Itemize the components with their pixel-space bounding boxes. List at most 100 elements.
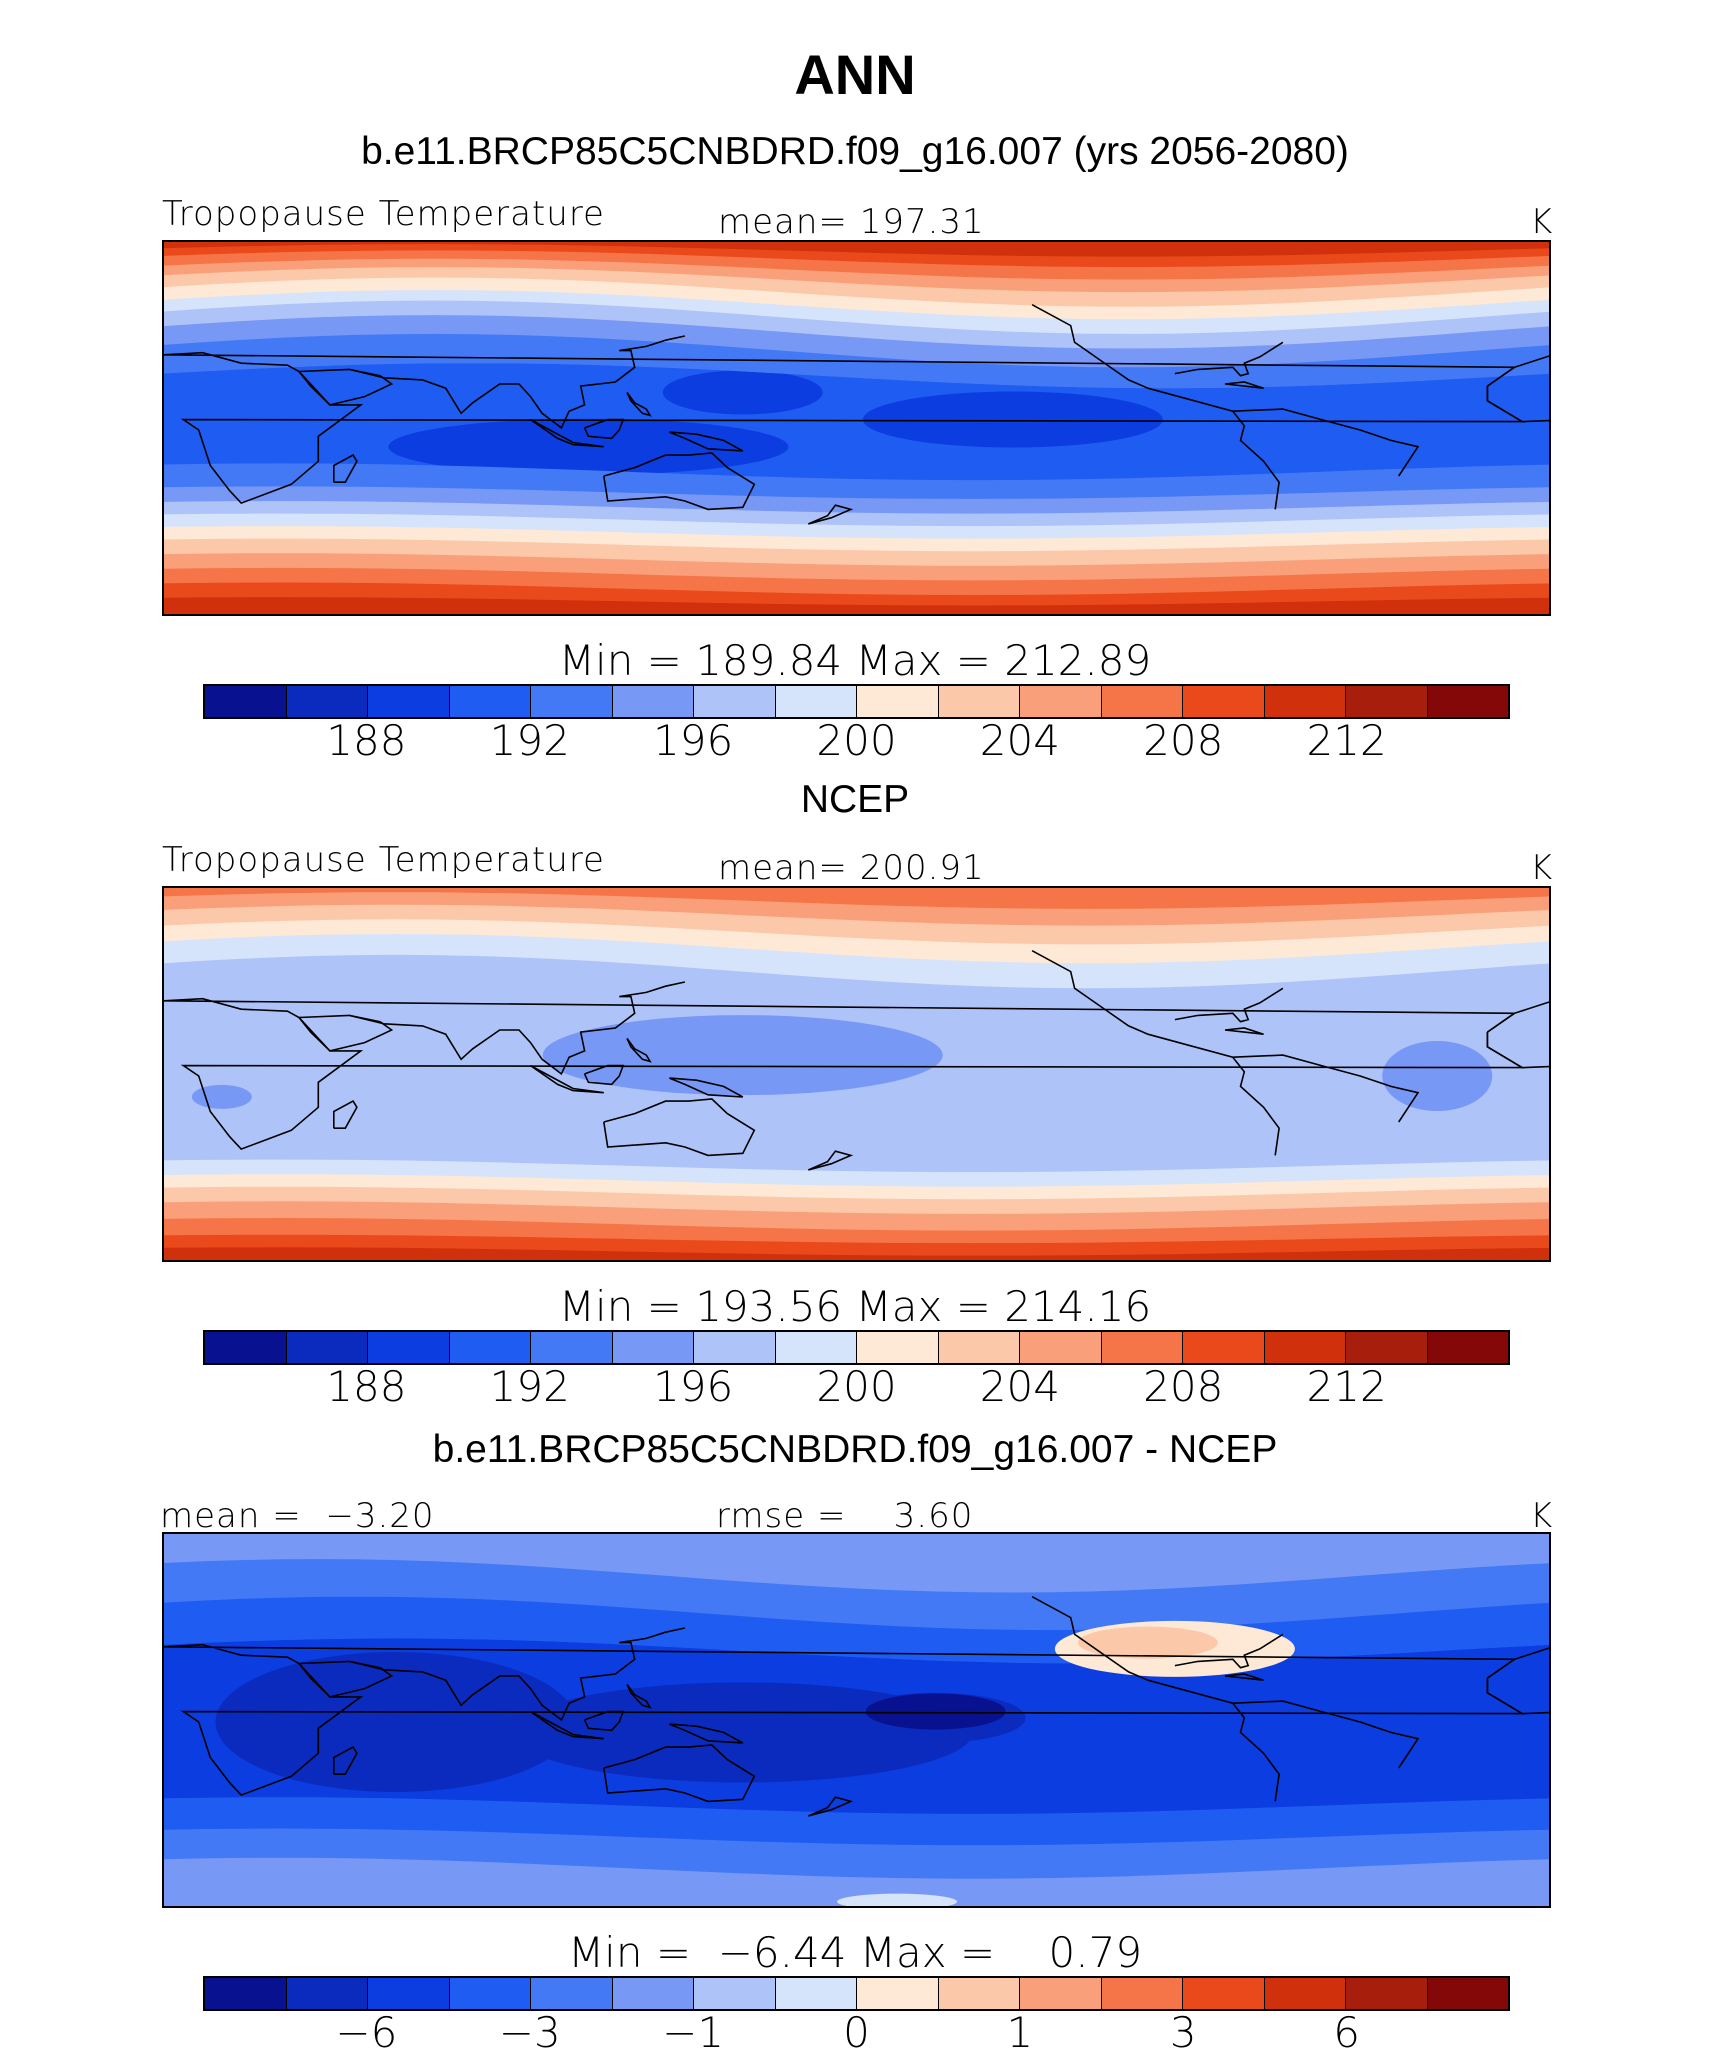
- coastline: [626, 1683, 652, 1709]
- colorbar-tick-label: 200: [816, 716, 897, 765]
- colorbar-box: [938, 1978, 1020, 2009]
- colorbar-tick-label: 1: [1006, 2008, 1034, 2057]
- panel-1-minmax: Min = 189.84 Max = 212.89: [558, 636, 1152, 685]
- coastline: [626, 1037, 652, 1063]
- colorbar-box: [938, 1332, 1020, 1363]
- coastline: [1174, 1633, 1284, 1669]
- coastline: [583, 1064, 625, 1086]
- map-field: [164, 1534, 1549, 1906]
- contour-blob: [215, 1652, 576, 1792]
- colorbar-box: [368, 686, 450, 717]
- coastline: [1224, 1673, 1264, 1681]
- panel-1-title: b.e11.BRCP85C5CNBDRD.f09_g16.007 (yrs 20…: [361, 130, 1349, 173]
- colorbar-box: [612, 1978, 694, 2009]
- coastline: [603, 452, 756, 511]
- colorbar-tick-label: 6: [1333, 2008, 1360, 2057]
- colorbar-tick-label: −3: [498, 2008, 561, 2057]
- coastline: [669, 1723, 744, 1744]
- colorbar-tick-label: 188: [326, 1362, 407, 1411]
- coastline: [669, 1077, 744, 1098]
- coastline: [333, 1746, 358, 1775]
- panel-3-units-label: K: [1530, 1496, 1554, 1536]
- coastline: [164, 351, 1525, 505]
- coastline: [349, 335, 686, 430]
- colorbar-tick-label: 188: [326, 716, 407, 765]
- coastline: [669, 431, 744, 452]
- panel-2-title: NCEP: [800, 778, 910, 821]
- coastline: [530, 418, 604, 448]
- colorbar-box: [775, 1978, 857, 2009]
- contour-blob: [191, 1084, 252, 1109]
- colorbar-box: [1101, 1978, 1183, 2009]
- coastline: [807, 1150, 854, 1171]
- contour-band: [164, 1857, 1549, 1906]
- colorbar-box: [531, 686, 613, 717]
- coastline: [1232, 1054, 1420, 1123]
- colorbar-box: [449, 686, 531, 717]
- coastline: [583, 1710, 625, 1732]
- panel-1-mean-label: mean= 197.31: [718, 202, 985, 242]
- colorbar-box: [205, 1332, 287, 1363]
- colorbar-box: [1264, 1978, 1346, 2009]
- coastline: [333, 1100, 358, 1129]
- panel-1-variable-label: Tropopause Temperature: [162, 194, 605, 234]
- colorbar-box: [286, 1332, 368, 1363]
- colorbar-box: [1183, 686, 1265, 717]
- panel-2-units-label: K: [1530, 848, 1554, 888]
- colorbar-tick-label: 196: [653, 1362, 734, 1411]
- coastline: [164, 1643, 1525, 1797]
- colorbar-box: [1101, 1332, 1183, 1363]
- coastline: [807, 504, 854, 525]
- panel-2-colorbar-ticks: 188 192 196 200 204 208 212: [0, 1362, 1710, 1412]
- contour-blob: [662, 370, 823, 415]
- colorbar-box: [857, 1978, 939, 2009]
- contour-blob: [542, 1015, 943, 1096]
- colorbar-box: [1346, 1332, 1428, 1363]
- contour-blob: [865, 1693, 1006, 1730]
- map-field: [164, 888, 1549, 1260]
- panel-3-title: b.e11.BRCP85C5CNBDRD.f09_g16.007 - NCEP: [432, 1428, 1278, 1471]
- colorbar-box: [1183, 1332, 1265, 1363]
- coastline: [626, 391, 652, 417]
- colorbar-tick-label: 204: [979, 1362, 1060, 1411]
- coastline: [349, 1627, 686, 1722]
- colorbar-box: [775, 686, 857, 717]
- colorbar-box: [205, 686, 287, 717]
- colorbar-box: [1264, 1332, 1346, 1363]
- colorbar-box: [449, 1978, 531, 2009]
- colorbar-box: [612, 686, 694, 717]
- panel-2-colorbar: [203, 1330, 1510, 1365]
- panel-2-map: [162, 886, 1551, 1262]
- coastline: [1224, 381, 1264, 389]
- colorbar-box: [938, 686, 1020, 717]
- colorbar-tick-label: 200: [816, 1362, 897, 1411]
- contour-band: [164, 888, 1549, 909]
- colorbar-tick-label: 208: [1143, 716, 1224, 765]
- colorbar-box: [612, 1332, 694, 1363]
- colorbar-box: [368, 1332, 450, 1363]
- contour-blob: [862, 391, 1163, 448]
- panel-2-variable-label: Tropopause Temperature: [162, 840, 605, 880]
- panel-3-map: [162, 1532, 1551, 1908]
- coastline: [164, 997, 1525, 1151]
- contour-band: [164, 1534, 1549, 1593]
- panel-1-map: [162, 240, 1551, 616]
- panel-1-units-label: K: [1530, 202, 1554, 242]
- colorbar-tick-label: −1: [662, 2008, 725, 2057]
- coastline: [603, 1744, 756, 1803]
- panel-2-mean-label: mean= 200.91: [718, 848, 985, 888]
- colorbar-box: [286, 1978, 368, 2009]
- colorbar-box: [286, 686, 368, 717]
- colorbar-tick-label: 212: [1306, 1362, 1387, 1411]
- contour-blob: [837, 1893, 958, 1906]
- colorbar-tick-label: 212: [1306, 716, 1387, 765]
- colorbar-box: [1427, 1332, 1508, 1363]
- colorbar-tick-label: 0: [843, 2008, 870, 2057]
- colorbar-tick-label: 192: [489, 716, 570, 765]
- panel-3-minmax: Min = −6.44 Max = 0.79: [567, 1928, 1143, 1977]
- colorbar-box: [1427, 1978, 1508, 2009]
- contour-band: [164, 597, 1549, 614]
- coastline: [583, 418, 625, 440]
- coastline: [1174, 341, 1284, 377]
- coastline: [1031, 1595, 1280, 1802]
